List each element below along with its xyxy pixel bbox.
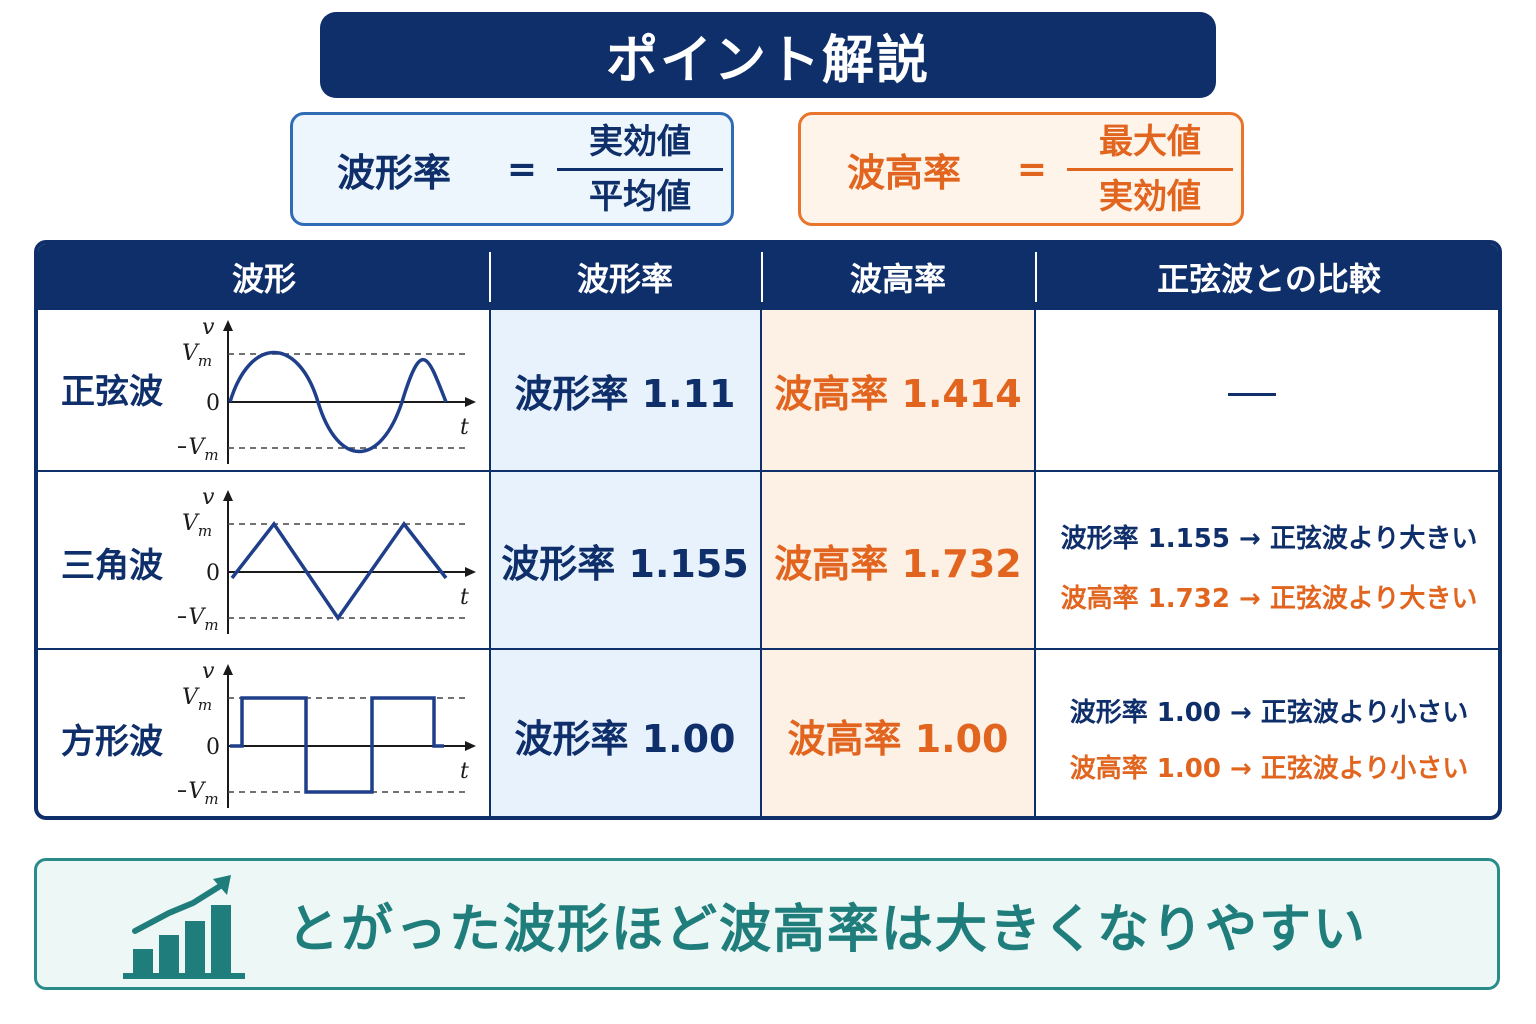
- vm-label: Vm: [182, 511, 212, 540]
- formula-name: 波形率: [337, 150, 452, 195]
- header-comparison: 正弦波との比較: [1157, 260, 1381, 298]
- vm-label: Vm: [182, 685, 212, 714]
- axis-v-label: v: [202, 486, 215, 510]
- numerator: 最大値: [1099, 121, 1201, 162]
- comparison-table: 波形 波形率 波高率 正弦波との比較 正弦波 v Vm 0 −Vm t 波形率 …: [34, 240, 1502, 820]
- axis-v-label: v: [202, 660, 215, 684]
- sine-wave-graph: v Vm 0 −Vm t: [178, 316, 476, 464]
- page-title: ポイント解説: [320, 12, 1216, 98]
- equals-sign: =: [506, 148, 538, 190]
- form-factor-sine: 波形率 1.11: [514, 371, 736, 416]
- fraction-line: [557, 167, 723, 171]
- neg-vm-label: −Vm: [178, 779, 219, 808]
- crest-factor-formula: 波高率 = 最大値 実効値: [798, 112, 1244, 226]
- zero-label: 0: [206, 561, 220, 586]
- axis-v-label: v: [202, 316, 215, 340]
- header-waveform: 波形: [231, 260, 296, 298]
- square-wave-graph: v Vm 0 −Vm t: [178, 660, 476, 808]
- fraction: 最大値 実効値: [1067, 120, 1233, 219]
- axis-t-label: t: [460, 759, 469, 784]
- header-separator: [489, 252, 491, 302]
- table-header: 波形 波形率 波高率 正弦波との比較: [38, 244, 1498, 310]
- comparison-crest-square: 波高率 1.00 → 正弦波より小さい: [1069, 754, 1469, 784]
- header-form-factor: 波形率: [576, 260, 673, 298]
- equals-sign: =: [1016, 148, 1048, 190]
- axis-t-label: t: [460, 415, 469, 440]
- crest-factor-square: 波高率 1.00: [787, 716, 1009, 761]
- neg-vm-label: −Vm: [178, 435, 219, 464]
- crest-factor-column-bg: [762, 310, 1034, 816]
- row-divider: [38, 648, 1498, 650]
- vm-label: Vm: [182, 341, 212, 370]
- zero-label: 0: [206, 735, 220, 760]
- header-crest-factor: 波高率: [849, 260, 946, 298]
- column-divider: [489, 310, 491, 816]
- bar-chart-trend-icon: [123, 875, 245, 979]
- denominator: 実効値: [1099, 176, 1201, 217]
- form-factor-column-bg: [490, 310, 760, 816]
- summary-text: とがった波形ほど波高率は大きくなりやすい: [287, 899, 1368, 960]
- fraction: 実効値 平均値: [557, 120, 723, 219]
- crest-factor-triangle: 波高率 1.732: [774, 541, 1022, 586]
- row-divider: [38, 470, 1498, 472]
- summary-banner: とがった波形ほど波高率は大きくなりやすい: [34, 858, 1500, 990]
- header-separator: [1035, 252, 1037, 302]
- formula-name: 波高率: [847, 150, 962, 195]
- form-factor-formula: 波形率 = 実効値 平均値: [290, 112, 734, 226]
- denominator: 平均値: [589, 176, 691, 217]
- wave-name-triangle: 三角波: [61, 546, 163, 586]
- wave-name-sine: 正弦波: [61, 372, 163, 412]
- fraction-line: [1067, 167, 1233, 171]
- axis-t-label: t: [460, 585, 469, 610]
- comparison-crest-triangle: 波高率 1.732 → 正弦波より大きい: [1060, 584, 1478, 614]
- numerator: 実効値: [589, 121, 691, 162]
- comparison-form-triangle: 波形率 1.155 → 正弦波より大きい: [1060, 524, 1478, 554]
- neg-vm-label: −Vm: [178, 605, 219, 634]
- crest-factor-sine: 波高率 1.414: [774, 371, 1022, 416]
- column-divider: [760, 310, 762, 816]
- column-divider: [1034, 310, 1036, 816]
- header-separator: [761, 252, 763, 302]
- form-factor-square: 波形率 1.00: [514, 716, 736, 761]
- comparison-dash: [1228, 393, 1276, 396]
- triangle-wave-graph: v Vm 0 −Vm t: [178, 486, 476, 634]
- form-factor-triangle: 波形率 1.155: [501, 541, 749, 586]
- zero-label: 0: [206, 391, 220, 416]
- comparison-form-square: 波形率 1.00 → 正弦波より小さい: [1069, 698, 1469, 728]
- wave-name-square: 方形波: [61, 722, 163, 762]
